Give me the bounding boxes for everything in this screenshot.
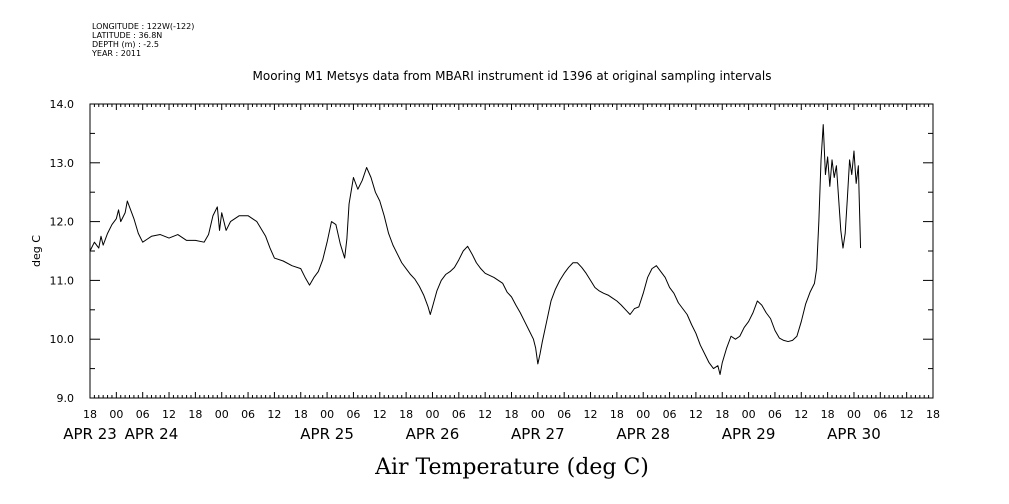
x-day-label: APR 30: [827, 425, 881, 443]
x-tick-label: 12: [373, 408, 387, 421]
axis-tick-labels: 18 00 06 12 18 00 06 12 18 00 06 12 18 00 06 12 18 00 06 12…: [50, 98, 941, 443]
x-tick-label: 12: [584, 408, 598, 421]
axis-ticks: [89, 103, 934, 399]
x-tick-label: 00: [215, 408, 229, 421]
x-day-label: APR 24: [125, 425, 179, 443]
x-tick-label: 06: [557, 408, 571, 421]
x-tick-label: 18: [188, 408, 202, 421]
x-tick-label: 12: [900, 408, 914, 421]
x-tick-label: 18: [610, 408, 624, 421]
x-tick-label: 00: [742, 408, 756, 421]
x-tick-label: 06: [241, 408, 255, 421]
series-layer: [89, 124, 862, 375]
x-day-label: APR 28: [616, 425, 670, 443]
x-day-label: APR 27: [511, 425, 565, 443]
x-tick-label: 00: [847, 408, 861, 421]
x-day-label: APR 26: [406, 425, 460, 443]
plot-frame: [89, 103, 934, 399]
x-tick-label: 00: [636, 408, 650, 421]
x-tick-label: 00: [531, 408, 545, 421]
x-tick-label: 18: [926, 408, 940, 421]
y-tick-label: 11.0: [50, 274, 75, 287]
series-line-0: [89, 124, 862, 375]
x-day-label: APR 25: [300, 425, 354, 443]
y-tick-label: 12.0: [50, 216, 75, 229]
x-tick-label: 12: [478, 408, 492, 421]
x-day-label: APR 23: [63, 425, 117, 443]
x-tick-label: 12: [689, 408, 703, 421]
x-tick-label: 06: [768, 408, 782, 421]
x-day-label: APR 29: [722, 425, 776, 443]
x-tick-label: 06: [136, 408, 150, 421]
x-tick-label: 00: [425, 408, 439, 421]
x-tick-label: 18: [715, 408, 729, 421]
x-tick-label: 18: [399, 408, 413, 421]
chart-title: Mooring M1 Metsys data from MBARI instru…: [253, 69, 772, 83]
latitude-label: LATITUDE : 36.8N: [92, 31, 163, 40]
x-tick-label: 18: [821, 408, 835, 421]
x-tick-label: 06: [346, 408, 360, 421]
depth-label: DEPTH (m) : -2.5: [92, 40, 159, 49]
x-tick-label: 18: [83, 408, 97, 421]
y-tick-label: 13.0: [50, 157, 75, 170]
x-tick-label: 12: [794, 408, 808, 421]
y-axis-label: deg C: [30, 235, 43, 267]
year-label: YEAR : 2011: [92, 49, 142, 58]
y-tick-label: 10.0: [50, 333, 75, 346]
x-tick-label: 06: [663, 408, 677, 421]
x-tick-label: 12: [267, 408, 281, 421]
longitude-label: LONGITUDE : 122W(-122): [92, 22, 195, 31]
x-tick-label: 00: [320, 408, 334, 421]
x-axis-label: Air Temperature (deg C): [374, 455, 649, 480]
y-tick-label: 14.0: [50, 98, 75, 111]
x-tick-label: 18: [294, 408, 308, 421]
x-tick-label: 00: [109, 408, 123, 421]
y-tick-label: 9.0: [57, 392, 75, 405]
x-tick-label: 06: [873, 408, 887, 421]
x-tick-label: 06: [452, 408, 466, 421]
x-tick-label: 12: [162, 408, 176, 421]
x-tick-label: 18: [505, 408, 519, 421]
